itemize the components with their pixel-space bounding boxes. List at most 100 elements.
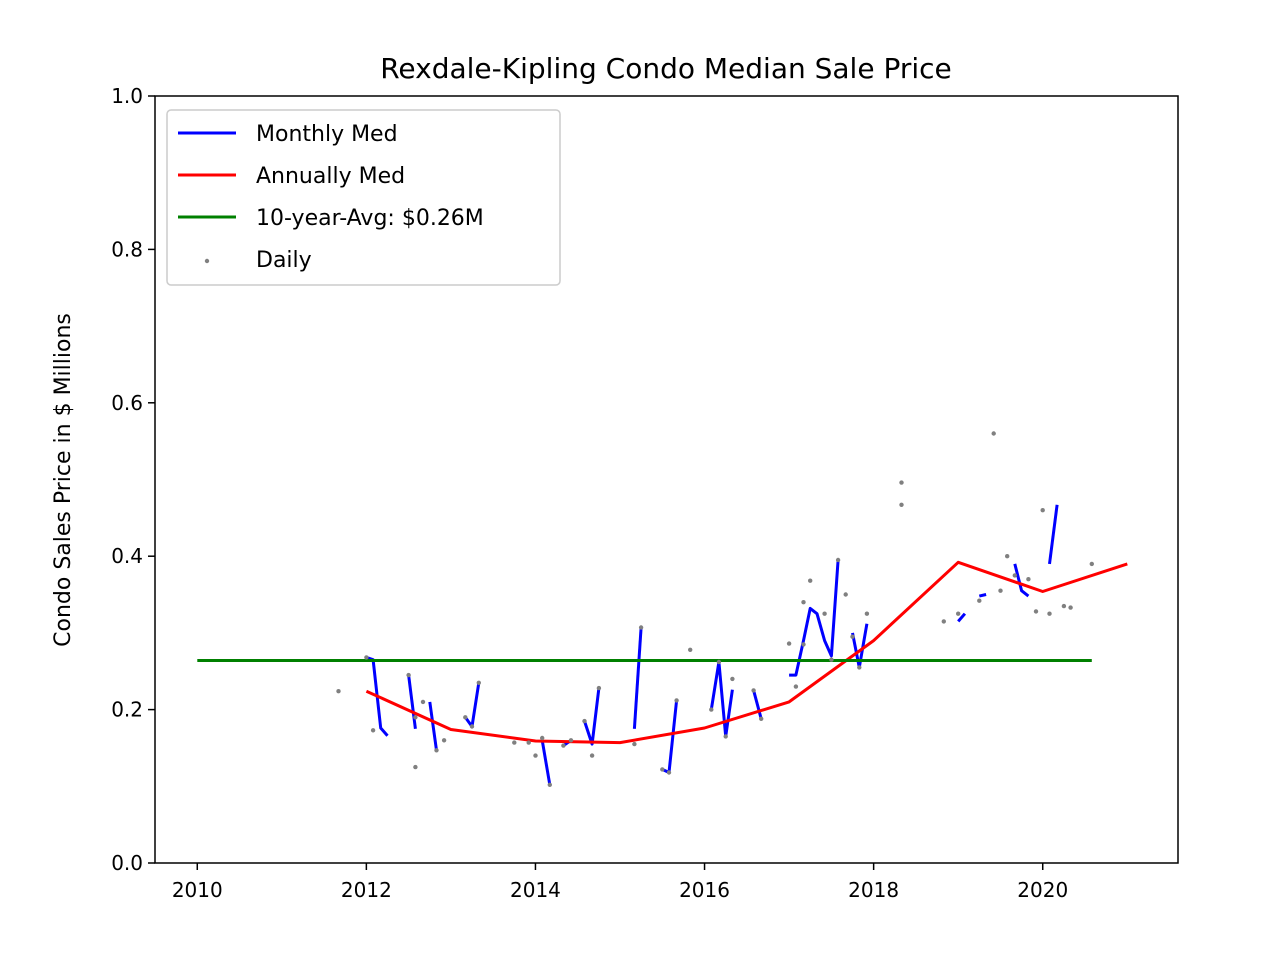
- monthly-med-segment: [709, 660, 734, 738]
- daily-point: [723, 734, 728, 739]
- daily-point: [434, 748, 439, 753]
- daily-point: [370, 728, 376, 733]
- monthly-med-segment: [789, 559, 840, 677]
- daily-point: [420, 699, 426, 705]
- x-tick-label: 2014: [510, 878, 561, 902]
- daily-point: [638, 625, 644, 630]
- monthly-med-segment: [957, 612, 967, 623]
- x-tick-label: 2020: [1017, 878, 1068, 902]
- daily-point: [998, 588, 1003, 593]
- daily-point: [441, 738, 447, 743]
- daily-point: [793, 684, 799, 689]
- daily-point: [364, 655, 369, 660]
- daily-point: [829, 657, 834, 662]
- daily-point: [547, 782, 552, 787]
- daily-point: [857, 665, 862, 670]
- monthly-med-segment: [1013, 563, 1030, 598]
- daily-point: [801, 642, 806, 647]
- monthly-med-segment: [583, 687, 601, 746]
- legend-label: Daily: [256, 248, 312, 273]
- daily-point: [1047, 611, 1052, 616]
- daily-point: [632, 741, 637, 747]
- y-tick-label: 1.0: [111, 84, 143, 108]
- legend-label: 10-year-Avg: $0.26M: [256, 206, 484, 231]
- legend: Monthly Med Annually Med 10-year-Avg: $0.2…: [166, 109, 561, 286]
- daily-point: [864, 611, 870, 616]
- daily-point: [1089, 561, 1095, 567]
- monthly-med-segment: [428, 701, 438, 751]
- daily-point: [674, 698, 679, 703]
- daily-point: [476, 680, 481, 685]
- daily-point: [540, 735, 545, 741]
- y-tick-label: 0.6: [111, 391, 143, 415]
- daily-point: [835, 557, 841, 563]
- daily-point: [899, 502, 904, 507]
- daily-point: [991, 431, 996, 436]
- daily-point: [759, 716, 764, 721]
- daily-point: [413, 764, 418, 770]
- daily-point: [977, 598, 982, 603]
- daily-point: [751, 688, 756, 693]
- daily-point: [716, 659, 722, 665]
- monthly-med-segment: [365, 655, 389, 737]
- daily-point: [709, 707, 714, 712]
- daily-point: [666, 770, 672, 775]
- daily-point: [1012, 573, 1017, 578]
- monthly-med-segment: [1048, 504, 1059, 565]
- daily-point: [1040, 508, 1045, 513]
- x-tick-label: 2010: [172, 878, 223, 902]
- legend-label: Annually Med: [256, 164, 405, 189]
- daily-point: [568, 738, 574, 743]
- daily-point: [660, 767, 665, 772]
- daily-point: [843, 592, 848, 597]
- y-tick-label: 0.2: [111, 698, 143, 722]
- daily-point: [1068, 605, 1073, 610]
- daily-point: [596, 685, 602, 691]
- plot-frame: [154, 95, 1179, 864]
- daily-point: [512, 740, 517, 745]
- daily-point: [406, 672, 411, 678]
- legend-box: [166, 109, 561, 286]
- daily-point: [808, 578, 813, 583]
- monthly-med-segment: [464, 682, 481, 728]
- y-axis: 0.0 0.2 0.4 0.6 0.8 1.0: [111, 84, 155, 875]
- monthly-med-segment: [407, 674, 417, 729]
- daily-point: [688, 647, 693, 652]
- legend-label: Monthly Med: [256, 122, 398, 147]
- daily-point: [786, 641, 792, 646]
- daily-point: [336, 689, 341, 694]
- daily-point: [1005, 554, 1010, 559]
- monthly-med-segment: [632, 627, 643, 729]
- plot-area: [197, 431, 1128, 787]
- x-tick-label: 2018: [848, 878, 899, 902]
- y-axis-title: Condo Sales Price in $ Millions: [51, 313, 76, 647]
- daily-point: [1033, 609, 1039, 614]
- monthly-med-segment: [752, 690, 763, 720]
- daily-point: [730, 676, 735, 682]
- daily-point: [463, 715, 468, 720]
- daily-point: [956, 611, 961, 616]
- daily-point: [1026, 577, 1031, 582]
- daily-point: [526, 740, 531, 745]
- y-tick-label: 0.4: [111, 544, 143, 568]
- legend-swatch: [204, 258, 210, 264]
- daily-point: [941, 619, 946, 624]
- chart-title: Rexdale-Kipling Condo Median Sale Price: [380, 52, 952, 85]
- daily-point: [561, 743, 566, 748]
- x-tick-label: 2016: [679, 878, 730, 902]
- daily-point: [1061, 603, 1067, 609]
- daily-point: [533, 753, 538, 758]
- monthly-med-segment: [661, 700, 679, 774]
- daily-point: [899, 480, 904, 485]
- y-tick-label: 0.0: [111, 851, 143, 875]
- monthly-med-segment: [978, 593, 987, 598]
- daily-point: [822, 611, 827, 616]
- daily-point: [582, 718, 587, 724]
- daily-point: [413, 715, 418, 720]
- annual-med-line: [365, 560, 1128, 745]
- y-tick-label: 0.8: [111, 237, 143, 261]
- daily-point: [801, 600, 806, 605]
- x-axis: 2010 2012 2014 2016 2018 2020: [172, 863, 1068, 902]
- daily-point: [850, 634, 855, 639]
